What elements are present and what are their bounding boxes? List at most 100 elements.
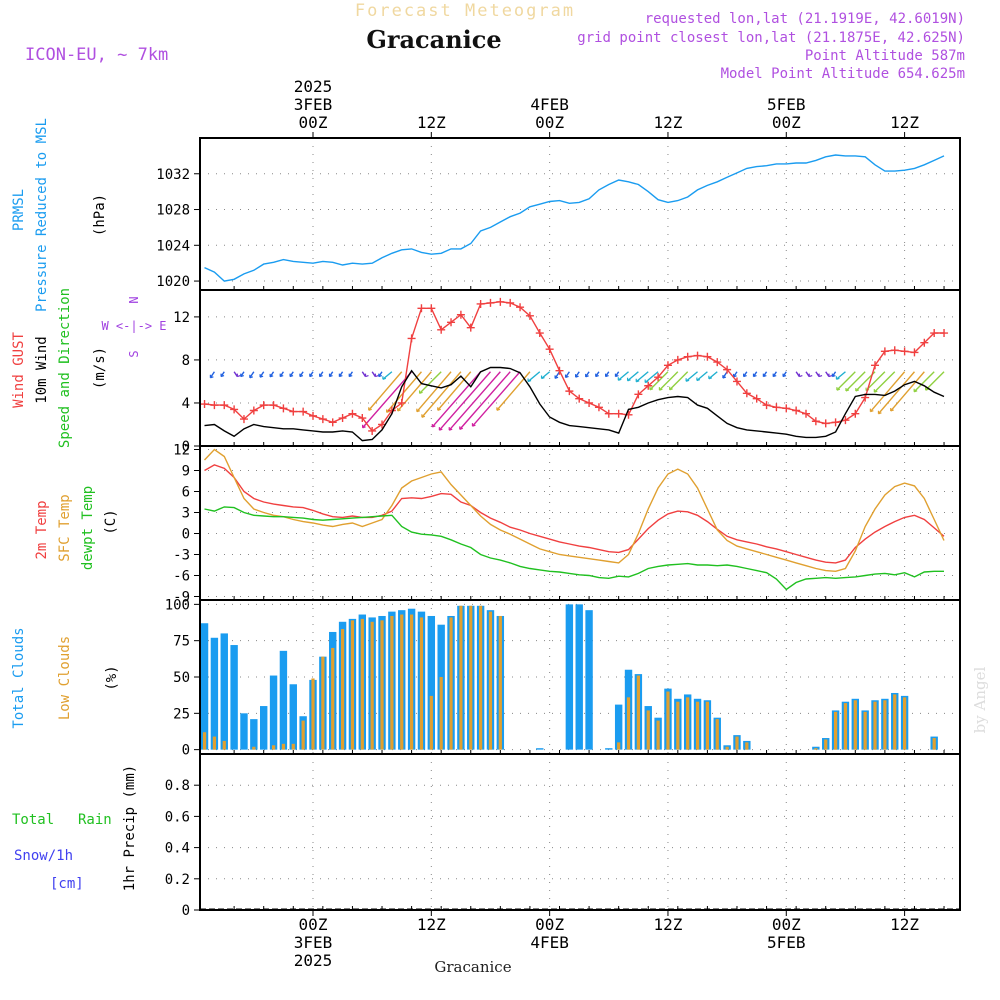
wind-arrowhead [818, 373, 823, 378]
wind-arrowhead [220, 373, 225, 378]
low-cloud-bar [419, 617, 424, 750]
gust-marker [407, 334, 416, 343]
wind-arrow [431, 371, 482, 428]
wind-arrowhead [527, 378, 532, 383]
gust-marker [821, 419, 830, 428]
wind-arrow [685, 371, 698, 382]
low-cloud-bar [893, 694, 897, 750]
wind-arrowhead [459, 426, 463, 430]
low-cloud-bar [833, 711, 838, 750]
compass-north: N [127, 296, 141, 303]
total-cloud-bar [575, 604, 583, 750]
wind-arrowhead [831, 373, 836, 378]
wind-arrow [627, 371, 639, 382]
prmsl-label: PRMSL [11, 189, 27, 231]
wind-unit-label: (m/s) [92, 347, 108, 389]
low-cloud-bar [705, 701, 709, 750]
gust-marker [634, 390, 643, 399]
total-cloud-bar [605, 748, 613, 750]
gust-marker [732, 377, 741, 386]
wind-arrow [658, 371, 679, 391]
gust-marker [585, 398, 594, 407]
gust-marker [466, 323, 475, 332]
wind-arrowhead [585, 373, 589, 378]
wind-arrowhead [319, 373, 323, 378]
y-tick-label: 0 [182, 527, 190, 543]
gust-marker [230, 405, 239, 414]
wind-arrow [873, 371, 896, 393]
low-cloud-bar [291, 743, 295, 750]
gust-marker [476, 299, 485, 308]
gust-marker [693, 351, 702, 360]
gust-marker [368, 426, 377, 435]
low-cloud-bar [331, 647, 335, 750]
product-title: Forecast Meteogram [355, 1, 575, 21]
y-tick-label: 0.8 [165, 778, 190, 794]
wind-arrow [416, 371, 452, 413]
wind-arrowhead [828, 373, 833, 378]
gust-marker [417, 304, 426, 313]
gust-marker [486, 298, 495, 307]
top-tick-label: 12Z [417, 113, 446, 132]
wind-panel: 0 4 8 12 [173, 289, 961, 455]
y-tick-label: 12 [173, 443, 190, 459]
y-tick-label: -6 [173, 569, 190, 585]
wind-arrowhead [836, 387, 841, 391]
low-cloud-bar [271, 745, 276, 750]
low-cloud-bar [429, 695, 433, 750]
point-altitude: Point Altitude 587m [805, 48, 965, 64]
wind-arrow [368, 371, 403, 411]
wind-arrowhead [685, 378, 690, 382]
wind-arrow [913, 371, 935, 393]
total-cloud-bar [614, 704, 623, 750]
y-tick-label: 3 [182, 506, 190, 522]
wind-arrowhead [855, 387, 860, 392]
compass-west-east: W <-|-> E [101, 319, 166, 333]
wind-arrowhead [249, 374, 254, 379]
wind-arrow [437, 371, 472, 411]
y-tick-label: 12 [173, 310, 190, 326]
wind-arrow [865, 371, 886, 392]
location-title: Gracanice [366, 25, 501, 54]
wind-arrowhead [605, 373, 609, 378]
low-cloud-bar [400, 614, 404, 750]
temp-unit-label: (C) [103, 509, 119, 534]
bottom-tick-label: 12Z [417, 915, 446, 934]
wind-arrow [696, 371, 708, 382]
low-cloud-bar [498, 615, 502, 750]
y-tick-label: 75 [173, 634, 190, 650]
y-tick-label: 0.6 [165, 809, 190, 825]
low-cloud-bar [814, 748, 818, 750]
gust-marker [516, 303, 525, 312]
gust-marker [940, 329, 949, 338]
wind-axis-title: Wind GUST 10m Wind Speed and Direction (… [11, 288, 167, 448]
wind-arrow [669, 371, 689, 391]
wind-arrowhead [279, 373, 284, 378]
bottom-tick-label: 12Z [654, 915, 683, 934]
total-cloud-bar [200, 623, 209, 750]
wind-arrowhead [309, 373, 313, 378]
wind-arrow [708, 371, 718, 380]
gust-marker [673, 355, 682, 364]
series-sfc-temp [203, 448, 945, 573]
gust-marker [397, 398, 406, 407]
wind-arrowhead [835, 376, 840, 380]
gust-marker [782, 404, 791, 413]
total-cloud-bar [220, 633, 228, 750]
wind-arrowhead [437, 407, 441, 411]
y-tick-label: 100 [165, 597, 190, 613]
gust-marker [742, 389, 751, 398]
gust-marker [456, 310, 465, 319]
low-cloud-bar [745, 742, 749, 750]
gridpoint-coords: grid point closest lon,lat (21.1875E, 42… [577, 30, 965, 46]
wind-arrowhead [448, 427, 453, 431]
t2m-label: 2m Temp [34, 500, 50, 559]
gust-label: Wind GUST [11, 332, 27, 408]
gust-marker [871, 361, 880, 370]
low-cloud-bar [449, 617, 453, 750]
low-cloud-bar [715, 719, 719, 750]
gust-marker [930, 329, 939, 338]
wind-arrowhead [617, 377, 622, 381]
rain-label: Rain [78, 812, 112, 828]
